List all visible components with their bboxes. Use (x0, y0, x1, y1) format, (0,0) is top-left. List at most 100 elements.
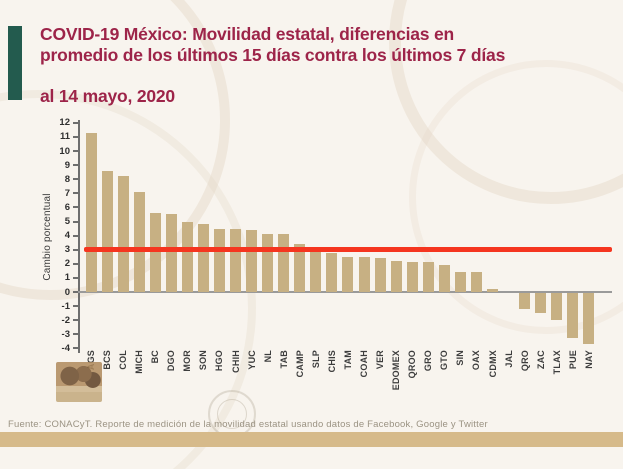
bar-MOR (181, 221, 193, 292)
x-label-QROO: QROO (407, 350, 418, 379)
y-tick-mark (73, 206, 78, 209)
y-tick-mark (73, 234, 78, 237)
y-tick-label: -3 (61, 328, 70, 340)
y-tick-mark (73, 319, 78, 322)
y-tick-label: 7 (64, 187, 70, 199)
x-label-TAB: TAB (278, 350, 289, 369)
y-tick-label: 6 (64, 201, 70, 213)
y-tick-mark (73, 135, 78, 138)
y-tick-label: 1 (64, 272, 70, 284)
x-label-BC: BC (150, 350, 161, 364)
y-tick-label: 8 (64, 173, 70, 185)
bar-CAMP (294, 244, 306, 292)
title-line-2: promedio de los últimos 15 días contra l… (40, 45, 506, 66)
y-tick-label: 4 (64, 230, 70, 242)
bar-DGO (165, 214, 177, 292)
x-label-SLP: SLP (310, 350, 321, 369)
x-label-COL: COL (118, 350, 129, 370)
bar-CDMX (487, 289, 498, 292)
x-label-COAH: COAH (359, 350, 370, 378)
title-date-line: al 14 mayo, 2020 (40, 86, 175, 106)
x-label-SIN: SIN (455, 350, 466, 366)
bar-AGS (85, 132, 97, 292)
y-tick-mark (73, 291, 78, 293)
government-seal-watermark (208, 390, 256, 438)
x-label-NL: NL (262, 350, 273, 363)
bar-NAY (583, 293, 595, 344)
y-tick-label: -2 (61, 314, 70, 326)
page-title: COVID-19 México: Movilidad estatal, dife… (40, 24, 610, 67)
x-label-SON: SON (198, 350, 209, 371)
y-tick-label: -4 (61, 342, 70, 354)
y-axis-line (78, 120, 80, 353)
bar-BC (149, 213, 161, 292)
y-tick-label: 3 (64, 244, 70, 256)
x-label-BCS: BCS (102, 350, 113, 370)
x-label-ZAC: ZAC (535, 350, 546, 370)
x-label-VER: VER (375, 350, 386, 370)
y-tick-mark (73, 333, 78, 336)
y-tick-label: 12 (59, 117, 70, 129)
x-label-CDMX: CDMX (487, 350, 498, 378)
bar-SON (197, 224, 209, 292)
x-label-CAMP: CAMP (294, 350, 305, 378)
bar-YUC (246, 229, 258, 292)
bar-SLP (310, 246, 322, 292)
y-tick-mark (73, 276, 78, 279)
bar-BCS (101, 170, 113, 292)
x-axis-baseline (78, 291, 612, 293)
bar-QROO (406, 262, 418, 292)
x-label-EDOMEX: EDOMEX (391, 350, 402, 391)
x-label-MOR: MOR (182, 350, 193, 372)
bar-GTO (438, 265, 450, 292)
y-tick-mark (73, 178, 78, 181)
y-tick-mark (73, 347, 78, 350)
x-label-OAX: OAX (471, 350, 482, 371)
y-tick-mark (73, 248, 78, 251)
x-label-DGO: DGO (166, 350, 177, 372)
x-label-TLAX: TLAX (551, 350, 562, 375)
bar-TAB (278, 234, 290, 292)
x-label-CHIS: CHIS (326, 350, 337, 373)
y-tick-mark (73, 262, 78, 265)
historical-photo-watermark (56, 362, 102, 402)
y-tick-label: 9 (64, 159, 70, 171)
x-label-NAY: NAY (583, 350, 594, 369)
bar-CHIS (326, 252, 338, 292)
y-tick-mark (73, 220, 78, 223)
y-tick-label: 5 (64, 216, 70, 227)
x-label-QRO: QRO (519, 350, 530, 372)
y-tick-label: 11 (59, 131, 70, 143)
x-label-TAM: TAM (342, 350, 353, 370)
y-tick-mark (73, 192, 78, 195)
x-label-PUE: PUE (567, 350, 578, 370)
bar-COL (117, 176, 129, 292)
bar-SIN (454, 272, 466, 292)
y-tick-mark (73, 305, 78, 308)
y-tick-label: -1 (61, 300, 70, 312)
x-label-YUC: YUC (246, 350, 257, 370)
source-attribution: Fuente: CONACyT. Reporte de medición de … (8, 419, 488, 430)
bar-ZAC (535, 293, 547, 313)
title-line-1: COVID-19 México: Movilidad estatal, dife… (40, 24, 455, 44)
x-label-GRO: GRO (423, 350, 434, 372)
y-tick-label: 0 (64, 286, 70, 298)
reference-line (84, 247, 612, 253)
bar-TLAX (551, 293, 563, 320)
bar-EDOMEX (390, 260, 402, 292)
bar-GRO (422, 262, 434, 292)
bar-HGO (213, 228, 225, 292)
bar-TAM (342, 256, 354, 292)
y-tick-mark (73, 164, 78, 167)
bar-COAH (358, 256, 370, 292)
y-tick-mark (73, 121, 78, 124)
y-tick-mark (73, 150, 78, 152)
bar-OAX (470, 272, 482, 292)
y-tick-label: 2 (64, 258, 70, 270)
x-label-GTO: GTO (439, 350, 450, 370)
bar-CHIH (230, 228, 242, 292)
x-label-JAL: JAL (503, 350, 514, 368)
bar-VER (374, 258, 386, 292)
